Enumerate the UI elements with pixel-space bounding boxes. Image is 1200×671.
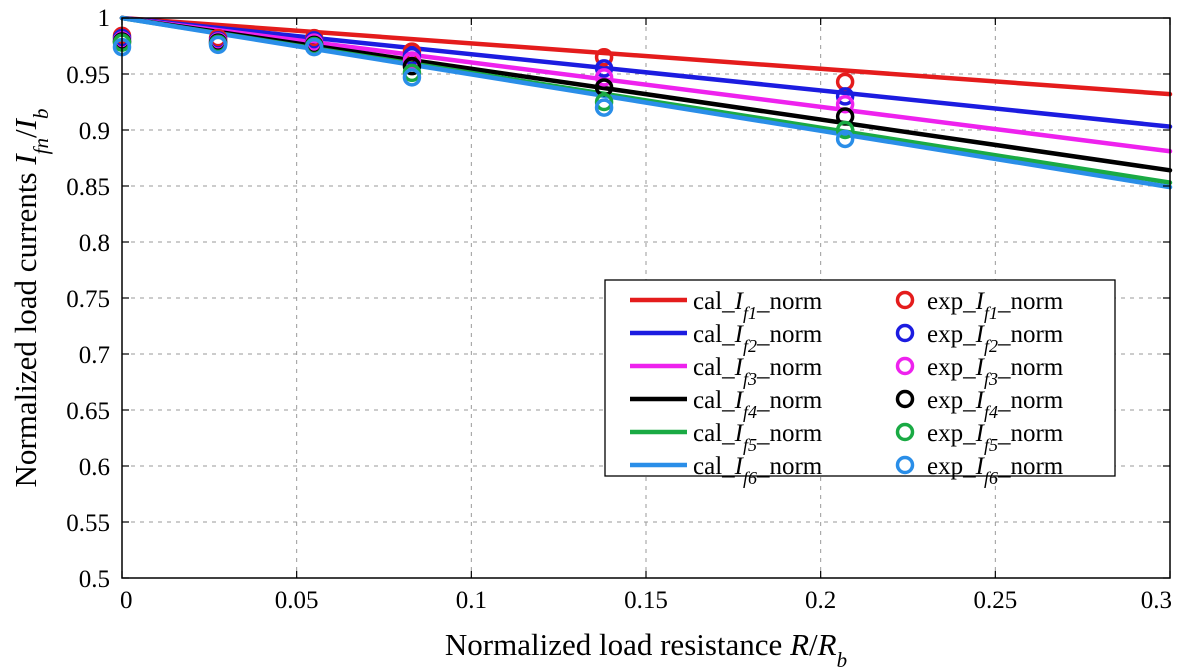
legend-marker-exp_If3_norm <box>895 356 915 376</box>
data-point-exp_If5_norm <box>594 92 614 112</box>
legend-label-cal_If1_norm: cal_If1_norm <box>693 288 823 323</box>
y-tick-label: 0.55 <box>66 510 110 537</box>
y-tick-label: 0.65 <box>66 398 110 425</box>
data-point-exp_If6_norm <box>594 98 614 117</box>
y-tick-label: 0.95 <box>66 62 110 89</box>
x-tick-label: 0.05 <box>275 587 319 614</box>
series-line-cal_If6_norm <box>119 15 1173 190</box>
x-tick-label: 0.25 <box>973 587 1017 614</box>
legend-marker-exp_If5_norm <box>895 422 915 442</box>
y-tick-label: 0.7 <box>79 342 110 369</box>
legend-label-cal_If2_norm: cal_If2_norm <box>693 321 823 356</box>
y-axis-title: Normalized load currents Ifn/Ib <box>8 109 53 488</box>
legend-label-exp_If4_norm: exp_If4_norm <box>927 387 1064 422</box>
legend-box <box>604 279 1116 477</box>
legend-label-exp_If3_norm: exp_If3_norm <box>927 354 1064 389</box>
legend-marker-exp_If4_norm <box>895 389 915 409</box>
legend-marker-exp_If2_norm <box>895 323 915 343</box>
data-point-exp_If4_norm <box>402 56 422 76</box>
tick-labels: 0 0.05 0.1 0.15 0.2 0.25 0.3 0.5 0.55 0.6 0.65 0.7 0… <box>66 5 1172 614</box>
legend-label-cal_If3_norm: cal_If3_norm <box>693 354 823 389</box>
legend-label-exp_If1_norm: exp_If1_norm <box>927 288 1064 323</box>
data-point-exp_If3_norm <box>402 51 422 70</box>
series-layer <box>112 15 1173 190</box>
y-tick-label: 0.75 <box>66 286 110 313</box>
legend-label-cal_If4_norm: cal_If4_norm <box>693 387 823 422</box>
legend-label-exp_If5_norm: exp_If5_norm <box>927 420 1064 455</box>
y-tick-label: 0.9 <box>79 118 110 145</box>
data-point-exp_If1_norm <box>594 47 614 67</box>
data-point-exp_If3_norm <box>594 68 614 87</box>
data-point-exp_If6_norm <box>402 68 422 87</box>
legend: cal_If1_normcal_If2_normcal_If3_normcal_… <box>604 279 1116 488</box>
data-point-exp_If2_norm <box>594 59 614 78</box>
series-line-cal_If3_norm <box>119 15 1173 154</box>
data-point-exp_If6_norm <box>304 37 324 57</box>
data-point-exp_If6_norm <box>835 129 855 149</box>
data-point-exp_If6_norm <box>208 35 228 55</box>
ticks <box>121 17 1171 579</box>
legend-marker-exp_If1_norm <box>895 290 915 310</box>
y-tick-label: 1 <box>98 5 111 32</box>
legend-label-cal_If5_norm: cal_If5_norm <box>693 420 823 455</box>
data-point-exp_If2_norm <box>835 87 855 106</box>
y-tick-label: 0.6 <box>79 454 110 481</box>
data-point-exp_If3_norm <box>835 94 855 114</box>
y-tick-label: 0.85 <box>66 174 110 201</box>
series-line-cal_If2_norm <box>119 15 1173 129</box>
y-tick-label: 0.8 <box>79 230 110 257</box>
x-tick-label: 0.2 <box>805 587 836 614</box>
axis-titles: Normalized load resistance R/Rb Normaliz… <box>8 109 847 671</box>
legend-marker-exp_If6_norm <box>895 455 915 475</box>
legend-label-cal_If6_norm: cal_If6_norm <box>693 453 823 488</box>
data-point-exp_If5_norm <box>835 120 855 140</box>
legend-label-exp_If2_norm: exp_If2_norm <box>927 321 1064 356</box>
x-tick-label: 0.15 <box>624 587 668 614</box>
legend-label-exp_If6_norm: exp_If6_norm <box>927 453 1064 488</box>
x-axis-title: Normalized load resistance R/Rb <box>445 627 847 671</box>
series-line-cal_If1_norm <box>119 15 1173 97</box>
x-tick-label: 0.1 <box>456 587 487 614</box>
x-tick-label: 0.3 <box>1141 587 1172 614</box>
y-tick-label: 0.5 <box>79 566 110 593</box>
x-tick-label: 0 <box>120 587 133 614</box>
